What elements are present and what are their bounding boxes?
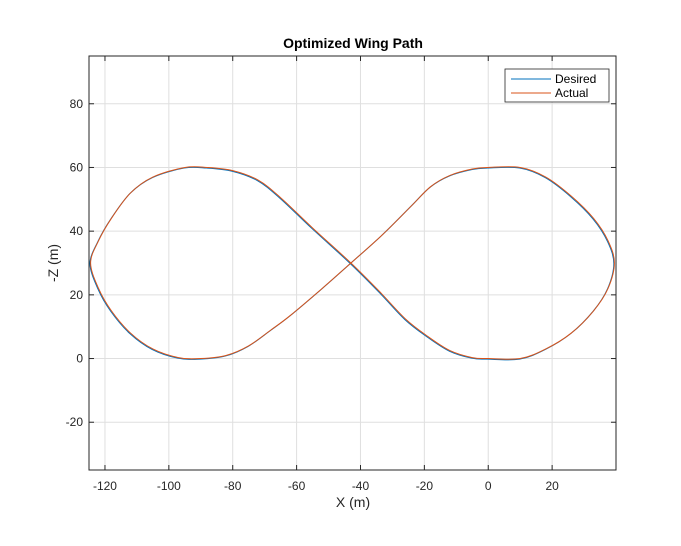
axes-box xyxy=(88,55,617,471)
legend: Desired Actual xyxy=(504,68,610,103)
series-layer xyxy=(89,166,615,361)
legend-label-desired: Desired xyxy=(555,72,596,86)
x-tick-label: -20 xyxy=(416,479,434,493)
x-tick-label: -40 xyxy=(352,479,370,493)
y-tick-labels: -20 0 20 40 60 80 xyxy=(66,97,84,429)
series-line-actual xyxy=(90,166,615,360)
x-tick-label: -60 xyxy=(288,479,306,493)
chart-title: Optimized Wing Path xyxy=(283,35,423,51)
y-tick-label: 60 xyxy=(70,160,84,174)
y-tick-label: 20 xyxy=(70,288,84,302)
legend-label-actual: Actual xyxy=(555,86,588,100)
y-tick-label: -20 xyxy=(66,415,84,429)
legend-box xyxy=(504,68,610,103)
y-tick-label: 0 xyxy=(76,352,83,366)
x-tick-labels: -120 -100 -80 -60 -40 -20 0 20 xyxy=(93,479,559,493)
y-tick-label: 40 xyxy=(70,224,84,238)
x-tick-label: -100 xyxy=(157,479,181,493)
x-tick-label: 0 xyxy=(485,479,492,493)
grid-lines xyxy=(89,56,616,470)
x-tick-label: -120 xyxy=(93,479,117,493)
plot-area xyxy=(89,56,616,470)
y-tick-label: 80 xyxy=(70,97,84,111)
x-tick-label: -80 xyxy=(224,479,242,493)
tick-marks xyxy=(89,56,616,470)
y-axis-label: -Z (m) xyxy=(45,244,61,282)
x-axis-label: X (m) xyxy=(336,494,370,510)
x-tick-label: 20 xyxy=(545,479,559,493)
